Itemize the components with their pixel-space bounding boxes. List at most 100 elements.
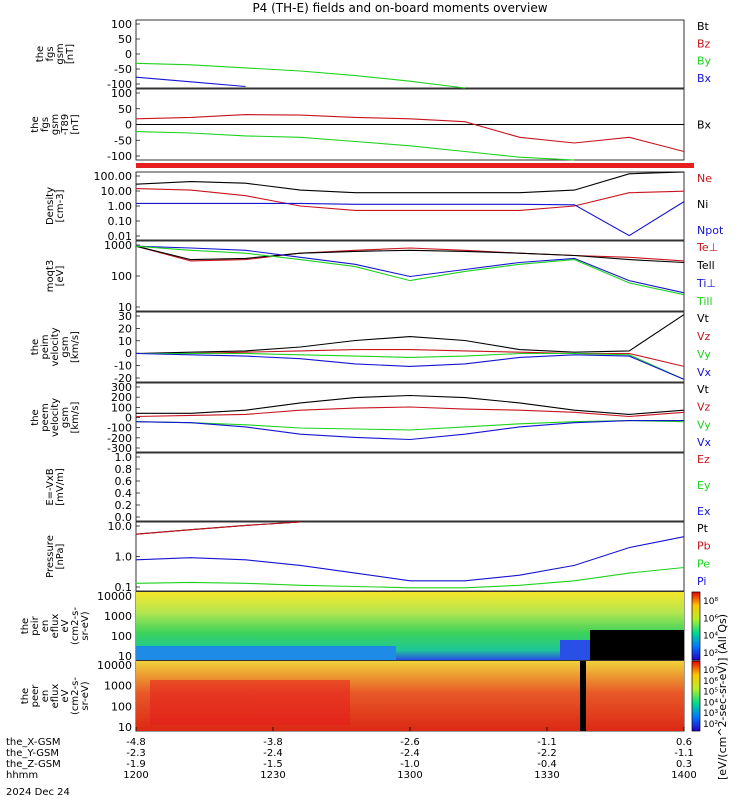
y-tick-label: 0.1 xyxy=(115,581,133,594)
legend-entry: Pb xyxy=(697,540,711,553)
y-tick-label: 0.01 xyxy=(108,230,133,243)
colorbar-tick-label: 10⁴ xyxy=(703,698,718,708)
y-axis-label: eflux xyxy=(50,684,61,709)
ephemeris-row-label: the_X-GSM xyxy=(6,737,60,748)
y-tick-label: 1.0 xyxy=(115,551,133,564)
y-tick-label: 10.00 xyxy=(101,185,133,198)
panel-fgs-detrended: 100 50 0 -50 -100 the fgs gsm -T89 [nT] Bx xyxy=(30,87,712,163)
y-axis-label: [mV/m] xyxy=(55,468,66,506)
y-axis-label: [nT] xyxy=(70,114,81,134)
y-axis-label: [nT] xyxy=(65,44,76,64)
y-tick-label: -300 xyxy=(107,442,132,455)
y-axis-label: (cm2-s- xyxy=(70,607,81,645)
legend-entry: Pt xyxy=(697,522,709,535)
legend-entry: Ez xyxy=(697,453,710,466)
legend-entry: Vz xyxy=(697,401,711,414)
y-tick-label: 10 xyxy=(118,301,132,314)
panel-frame xyxy=(135,19,685,89)
y-axis-label: the xyxy=(30,116,41,132)
legend-entry: Pe xyxy=(697,557,710,570)
series-line-Ni xyxy=(135,171,685,194)
y-axis-label: gsm xyxy=(60,407,71,428)
y-tick-label: 100 xyxy=(111,700,132,713)
series-line-Te⊥ xyxy=(135,245,685,262)
y-tick-label: 200 xyxy=(111,391,132,404)
legend-entry: Vz xyxy=(697,330,711,343)
colorbar-tick-label: 10⁷ xyxy=(703,666,718,676)
y-tick-label: 0.0 xyxy=(115,511,133,524)
y-axis-label: eV xyxy=(60,619,71,632)
series-line-Vx xyxy=(135,420,684,441)
series-line-Ti⊥ xyxy=(135,245,685,294)
y-axis-label: sr-eV) xyxy=(80,681,91,710)
y-axis-label: moqt3 xyxy=(45,260,56,293)
y-axis-label: velocity xyxy=(50,327,61,366)
ephemeris-row-label: hhmm xyxy=(6,770,38,781)
ephemeris-row-label: the_Y-GSM xyxy=(6,748,59,759)
y-tick-label: -100 xyxy=(107,150,132,163)
colorbar-tick-label: 10⁸ xyxy=(703,597,718,607)
series-line-trace xyxy=(135,131,575,161)
y-tick-label: 0 xyxy=(125,48,132,61)
colorbar-tick-label: 10⁴ xyxy=(703,632,718,642)
legend-entry: By xyxy=(697,55,712,68)
y-tick-label: 0.10 xyxy=(108,215,133,228)
colorbar-tick-label: 10² xyxy=(703,720,718,730)
colorbar-tick-label: 10² xyxy=(703,649,718,659)
y-axis-label: Density xyxy=(45,187,56,225)
y-tick-label: 100 xyxy=(111,18,132,31)
legend-entry: Vx xyxy=(697,436,712,449)
legend-entry: Ey xyxy=(697,479,711,492)
ephemeris-value: -2.3 xyxy=(126,748,146,759)
legend-entry: Te⊥ xyxy=(696,241,718,254)
ephemeris-value: 0.3 xyxy=(676,759,692,770)
panel-frame xyxy=(135,382,685,453)
y-axis-label: gsm xyxy=(60,336,71,357)
series-line-Vt xyxy=(135,314,685,355)
y-tick-label: 10 xyxy=(118,335,132,348)
ephemeris-value: -1.0 xyxy=(400,759,420,770)
y-tick-label: 0.2 xyxy=(115,499,133,512)
y-axis-label: en xyxy=(40,620,51,633)
peir-spectrogram-fill xyxy=(136,592,684,660)
legend-entry: Npot xyxy=(697,224,724,237)
y-tick-label: 0.6 xyxy=(115,475,133,488)
colorbar-tick-label: 10⁶ xyxy=(703,614,718,624)
series-line-Vt xyxy=(136,394,685,415)
y-tick-label: 1000 xyxy=(104,680,132,693)
y-axis-label: Pressure xyxy=(45,535,56,578)
y-tick-label: 1000 xyxy=(104,610,132,623)
peir-colorbar xyxy=(691,591,701,661)
y-axis-label: the xyxy=(30,339,41,355)
y-axis-label: [km/s] xyxy=(70,401,81,433)
y-tick-label: 0.8 xyxy=(115,463,133,476)
series-line-Vx xyxy=(135,352,685,380)
y-tick-label: 1000 xyxy=(104,239,132,252)
y-axis-label: the xyxy=(30,409,41,425)
legend-entry: Bx xyxy=(697,119,712,132)
y-axis-label: eflux xyxy=(50,614,61,639)
series-line-Ne xyxy=(135,188,685,211)
y-tick-label: -50 xyxy=(114,63,132,76)
legend-entry: Vy xyxy=(697,348,711,361)
y-axis-label: the xyxy=(20,618,31,634)
series-line-Vy xyxy=(136,352,685,380)
ephemeris-value: -1.1 xyxy=(537,737,557,748)
y-tick-label: 0 xyxy=(125,412,132,425)
ephemeris-value: 1400 xyxy=(671,770,696,781)
y-axis-label: (cm2-s- xyxy=(70,677,81,715)
series-line-Till xyxy=(135,245,685,296)
ephemeris-value: 1300 xyxy=(397,770,422,781)
legend-entry: Ni xyxy=(697,198,708,211)
ephemeris-value: 1200 xyxy=(123,770,148,781)
ephemeris-value: 1230 xyxy=(260,770,285,781)
y-tick-label: -50 xyxy=(114,134,132,147)
y-axis-label: [cm-3] xyxy=(55,189,66,222)
y-tick-label: 300 xyxy=(111,381,132,394)
y-axis-label: fgs xyxy=(45,46,56,61)
series-line-trace xyxy=(135,114,685,153)
y-tick-label: 10000 xyxy=(97,590,132,603)
y-axis-label: peim xyxy=(40,334,51,359)
y-axis-label: peem xyxy=(40,403,51,431)
panel-pressure: 10.0 1.0 0.1 Pressure [nPa] Pt Pb Pe Pi xyxy=(45,520,711,594)
